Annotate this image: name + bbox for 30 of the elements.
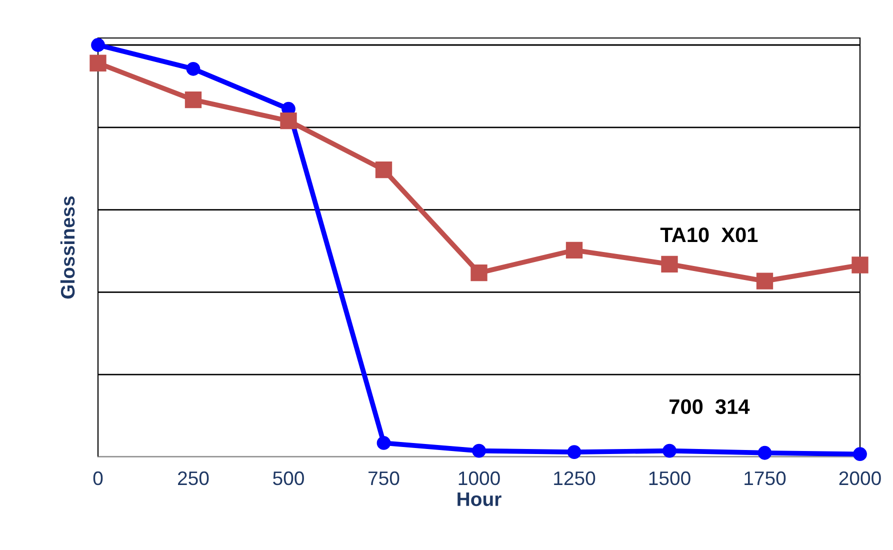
x-tick-label: 1000 xyxy=(458,471,500,486)
point xyxy=(472,444,486,458)
x-tick-label: 1250 xyxy=(554,471,596,486)
point xyxy=(853,447,867,462)
point xyxy=(280,112,297,130)
x-tick-label: 250 xyxy=(178,471,209,486)
point xyxy=(566,242,583,259)
point xyxy=(661,256,678,273)
point xyxy=(662,444,676,458)
point xyxy=(186,62,200,76)
point xyxy=(470,264,488,282)
point xyxy=(758,446,772,460)
point xyxy=(756,272,774,290)
series-label: 700 314 xyxy=(670,399,750,414)
point xyxy=(91,38,105,52)
series-label: TA10 X01 xyxy=(660,227,758,242)
x-tick-label: 1750 xyxy=(744,471,786,486)
y-axis-title: Glossiness xyxy=(60,196,75,299)
x-axis-title: Hour xyxy=(458,492,502,506)
point xyxy=(376,436,391,450)
x-tick-label: 0 xyxy=(93,471,103,486)
x-tick-label: 2000 xyxy=(839,471,881,486)
point xyxy=(567,445,582,459)
point xyxy=(852,256,868,274)
x-tick-label: 1500 xyxy=(649,471,690,486)
point xyxy=(375,162,392,178)
point xyxy=(90,54,106,72)
x-tick-label: 500 xyxy=(273,471,304,486)
point xyxy=(184,91,202,108)
x-tick-label: 750 xyxy=(368,471,400,486)
